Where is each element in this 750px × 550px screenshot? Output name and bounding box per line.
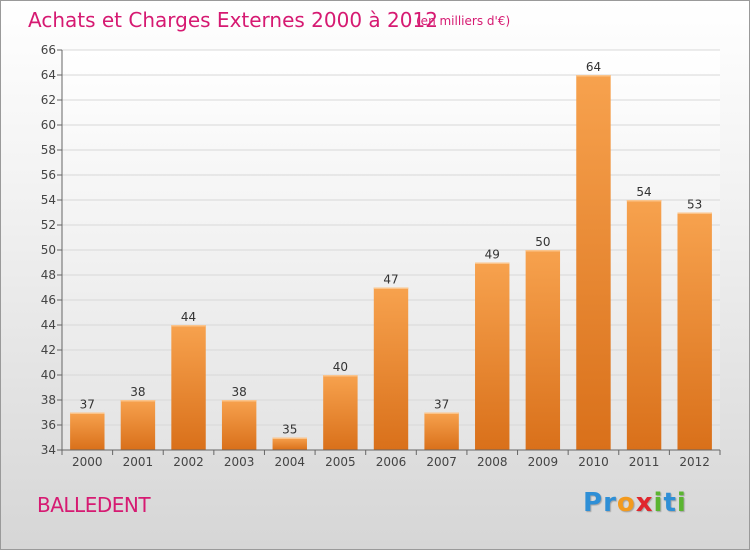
x-tick-label: 2010 — [578, 455, 609, 469]
bar — [171, 325, 206, 450]
x-axis: 2000 2001 2002 2003 2004 2005 2006 2007 2008 2009… — [61, 449, 721, 469]
y-tick-label: 58 — [41, 143, 56, 157]
logo-letter: r — [603, 488, 617, 518]
data-label: 38 — [130, 385, 145, 399]
data-label: 50 — [535, 235, 550, 249]
bar — [120, 400, 156, 450]
bar-highlight — [626, 200, 662, 202]
chart-subtitle: (en milliers d'€) — [416, 14, 510, 28]
x-tick-label: 2007 — [426, 455, 457, 469]
y-tick-label: 66 — [41, 43, 56, 57]
x-tick-label: 2008 — [477, 455, 508, 469]
logo-letter: o — [616, 488, 636, 518]
bar-highlight — [373, 287, 409, 289]
logo-letter: x — [635, 488, 654, 518]
data-label: 40 — [333, 360, 348, 374]
y-tick-label: 60 — [41, 118, 56, 132]
bar-highlight — [221, 400, 257, 402]
data-label: 54 — [636, 185, 651, 199]
logo-letter: i — [653, 488, 664, 518]
commune-name: BALLEDENT — [37, 493, 151, 517]
y-axis: 34 36 38 40 42 44 46 48 50 52 54 56 58 60 62 64 66 — [41, 43, 63, 457]
y-tick-label: 40 — [41, 368, 56, 382]
x-tick-label: 2011 — [629, 455, 660, 469]
bar — [424, 412, 459, 450]
bar — [475, 262, 510, 450]
bar — [576, 75, 611, 450]
y-tick-label: 42 — [41, 343, 56, 357]
logo-letter: P — [583, 488, 604, 518]
x-tick-label: 2004 — [274, 455, 305, 469]
data-label: 37 — [80, 398, 95, 412]
data-label: 38 — [232, 385, 247, 399]
data-labels: 37 38 44 38 35 40 47 37 49 50 64 54 53 — [80, 60, 703, 437]
y-tick-label: 56 — [41, 168, 56, 182]
data-label: 35 — [282, 423, 297, 437]
y-tick-label: 34 — [41, 443, 56, 457]
chart-title: Achats et Charges Externes 2000 à 2012 — [28, 8, 438, 32]
y-tick-label: 52 — [41, 218, 56, 232]
bar-highlight — [576, 75, 611, 77]
bar-highlight — [171, 325, 206, 327]
data-label: 49 — [485, 248, 500, 262]
logo-letter: i — [676, 488, 687, 518]
bars — [70, 75, 712, 450]
y-tick-label: 38 — [41, 393, 56, 407]
bar-highlight — [120, 400, 156, 402]
bar-highlight — [525, 250, 561, 252]
bar — [323, 375, 358, 450]
data-label: 44 — [181, 310, 196, 324]
y-tick-label: 46 — [41, 293, 56, 307]
bar — [525, 250, 561, 450]
data-label: 53 — [687, 198, 702, 212]
bar — [626, 200, 662, 450]
x-tick-label: 2001 — [123, 455, 154, 469]
data-label: 37 — [434, 398, 449, 412]
y-tick-label: 48 — [41, 268, 56, 282]
x-tick-label: 2000 — [72, 455, 103, 469]
bar — [70, 412, 105, 450]
logo-letter: t — [663, 488, 677, 518]
y-tick-label: 62 — [41, 93, 56, 107]
bar-highlight — [475, 262, 510, 264]
x-tick-label: 2002 — [173, 455, 204, 469]
y-tick-label: 50 — [41, 243, 56, 257]
bar — [373, 287, 409, 450]
x-tick-label: 2012 — [679, 455, 710, 469]
proxiti-logo: Proxiti — [583, 488, 687, 518]
y-tick-label: 36 — [41, 418, 56, 432]
bar — [677, 212, 712, 450]
x-tick-label: 2005 — [325, 455, 356, 469]
data-label: 47 — [383, 273, 398, 287]
y-tick-label: 64 — [41, 68, 56, 82]
data-label: 64 — [586, 60, 601, 74]
bar-highlight — [272, 437, 307, 439]
x-tick-label: 2006 — [376, 455, 407, 469]
bar-highlight — [677, 212, 712, 214]
bar — [272, 437, 307, 450]
y-tick-label: 54 — [41, 193, 56, 207]
x-tick-label: 2009 — [528, 455, 559, 469]
x-tick-label: 2003 — [224, 455, 255, 469]
bar — [221, 400, 257, 450]
bar-highlight — [424, 412, 459, 414]
bar-highlight — [70, 412, 105, 414]
y-tick-label: 44 — [41, 318, 56, 332]
bar-highlight — [323, 375, 358, 377]
